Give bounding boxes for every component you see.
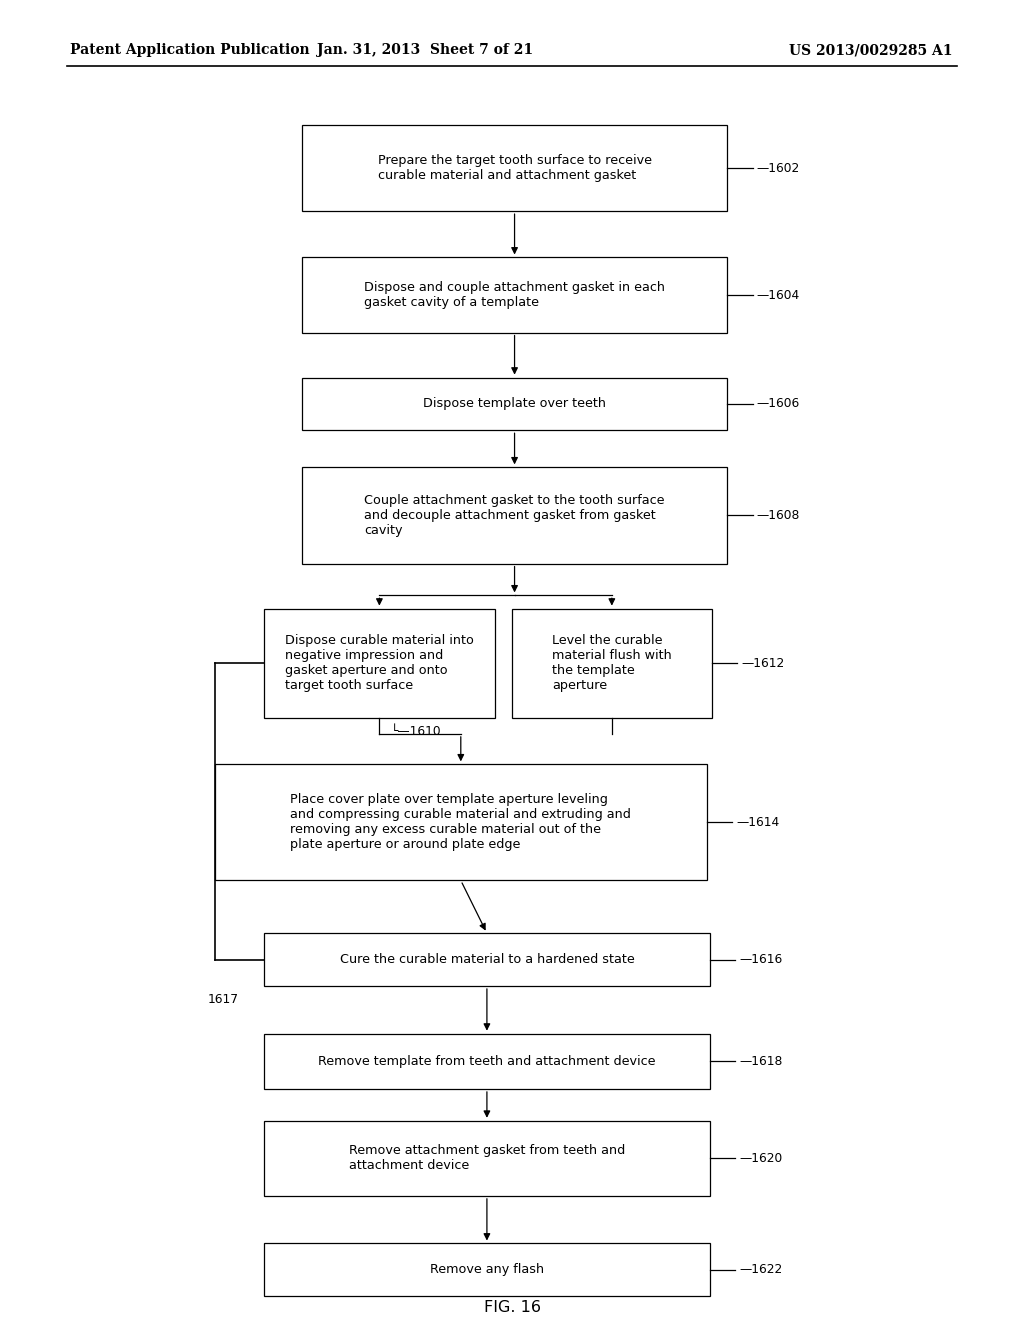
Text: —1606: —1606 — [757, 397, 800, 411]
Text: —1612: —1612 — [741, 657, 784, 669]
Text: —1602: —1602 — [757, 162, 800, 174]
Bar — [302, 257, 727, 333]
Text: Patent Application Publication: Patent Application Publication — [70, 44, 309, 57]
Text: Cure the curable material to a hardened state: Cure the curable material to a hardened … — [340, 953, 634, 966]
Text: —1608: —1608 — [757, 510, 800, 521]
Bar — [264, 1034, 710, 1089]
Text: —1620: —1620 — [739, 1152, 782, 1164]
Text: Jan. 31, 2013  Sheet 7 of 21: Jan. 31, 2013 Sheet 7 of 21 — [316, 44, 534, 57]
Text: Dispose and couple attachment gasket in each
gasket cavity of a template: Dispose and couple attachment gasket in … — [365, 281, 665, 309]
Text: —1604: —1604 — [757, 289, 800, 301]
Text: —1622: —1622 — [739, 1263, 782, 1276]
Text: Place cover plate over template aperture leveling
and compressing curable materi: Place cover plate over template aperture… — [291, 793, 631, 851]
Text: Level the curable
material flush with
the template
aperture: Level the curable material flush with th… — [552, 635, 672, 692]
Text: Remove any flash: Remove any flash — [430, 1263, 544, 1276]
Text: 1617: 1617 — [208, 993, 239, 1006]
Bar — [264, 609, 495, 718]
Text: Dispose template over teeth: Dispose template over teeth — [423, 397, 606, 411]
Bar — [512, 609, 712, 718]
Bar — [215, 764, 707, 880]
Text: Remove template from teeth and attachment device: Remove template from teeth and attachmen… — [318, 1055, 655, 1068]
Bar — [264, 933, 710, 986]
Text: —1618: —1618 — [739, 1055, 782, 1068]
Text: —1616: —1616 — [739, 953, 782, 966]
Bar — [264, 1121, 710, 1196]
Bar — [302, 125, 727, 211]
Text: └—1610: └—1610 — [391, 725, 441, 738]
Bar — [264, 1243, 710, 1296]
Text: FIG. 16: FIG. 16 — [483, 1300, 541, 1315]
Text: Prepare the target tooth surface to receive
curable material and attachment gask: Prepare the target tooth surface to rece… — [378, 154, 651, 182]
Bar — [302, 467, 727, 564]
Text: —1614: —1614 — [736, 816, 779, 829]
Bar — [302, 378, 727, 430]
Text: US 2013/0029285 A1: US 2013/0029285 A1 — [788, 44, 952, 57]
Text: Couple attachment gasket to the tooth surface
and decouple attachment gasket fro: Couple attachment gasket to the tooth su… — [365, 494, 665, 537]
Text: Dispose curable material into
negative impression and
gasket aperture and onto
t: Dispose curable material into negative i… — [285, 635, 474, 692]
Text: Remove attachment gasket from teeth and
attachment device: Remove attachment gasket from teeth and … — [349, 1144, 625, 1172]
